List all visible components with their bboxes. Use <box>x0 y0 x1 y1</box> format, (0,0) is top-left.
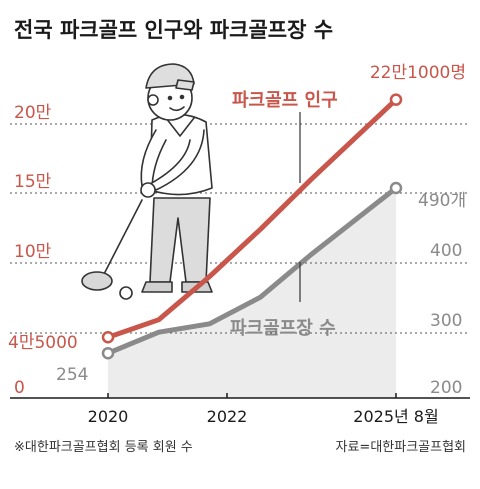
chart-title: 전국 파크골프 인구와 파크골프장 수 <box>14 18 333 42</box>
x-tick-label: 2022 <box>207 407 248 426</box>
courses-start-label: 254 <box>56 365 88 385</box>
y-left-tick: 20만 <box>14 103 52 123</box>
population-series-label: 파크골프 인구 <box>232 90 338 111</box>
population-end-label: 22만1000명 <box>370 63 466 83</box>
courses-end-point <box>389 181 403 195</box>
courses-area <box>108 188 396 398</box>
courses-series-label: 파크골프장 수 <box>230 318 336 339</box>
x-tick-label: 2020 <box>88 407 129 426</box>
population-line <box>105 97 399 340</box>
y-right-tick: 400 <box>430 241 462 261</box>
y-left-tick: 15만 <box>14 172 52 192</box>
y-left-tick: 0 <box>14 378 25 398</box>
courses-end-label: 490개 <box>418 191 466 211</box>
population-start-label: 4만5000 <box>8 333 78 353</box>
courses-line <box>105 185 399 356</box>
x-tick-label: 2025년 8월 <box>353 407 438 426</box>
y-left-tick: 10만 <box>14 242 52 262</box>
golfer-illustration <box>81 63 213 300</box>
courses-start-point <box>101 346 115 360</box>
source-credit: 자료=대한파크골프협회 <box>336 440 467 455</box>
population-end-point <box>389 93 403 106</box>
y-right-tick: 200 <box>430 378 462 398</box>
footnote: ※대한파크골프협회 등록 회원 수 <box>14 440 193 455</box>
population-start-point <box>101 331 115 344</box>
y-right-tick: 300 <box>430 311 462 331</box>
